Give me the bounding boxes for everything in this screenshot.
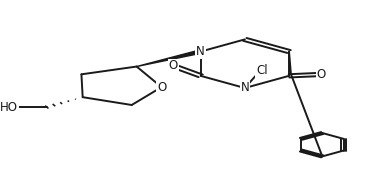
- Text: Cl: Cl: [256, 64, 268, 77]
- Text: HO: HO: [0, 101, 18, 114]
- Text: N: N: [196, 45, 205, 58]
- Polygon shape: [136, 50, 202, 67]
- Text: O: O: [169, 59, 178, 73]
- Text: O: O: [316, 68, 326, 81]
- Text: N: N: [240, 82, 249, 95]
- Text: O: O: [157, 81, 166, 94]
